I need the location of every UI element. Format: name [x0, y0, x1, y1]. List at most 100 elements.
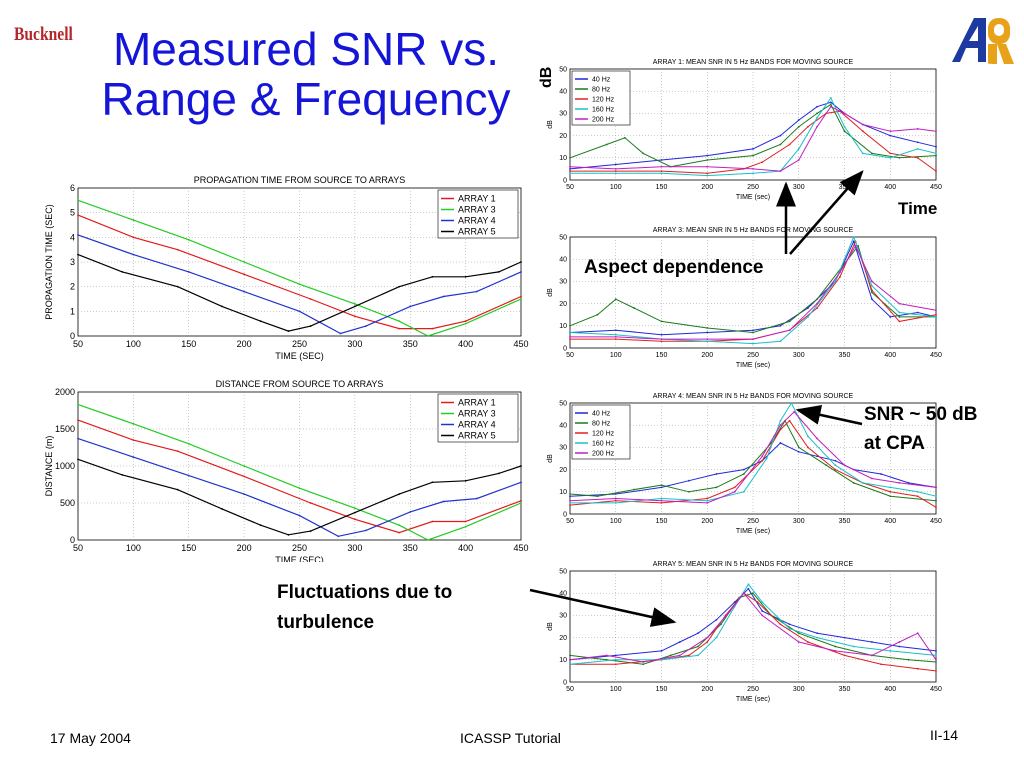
data-point-80-hz [843, 130, 846, 133]
data-point-80-hz [852, 482, 855, 484]
data-point-160-hz [788, 627, 791, 630]
data-point-array-5 [520, 465, 522, 467]
data-point-120-hz [861, 130, 864, 133]
x-tick-label: 300 [793, 518, 805, 525]
x-tick-label: 200 [701, 518, 713, 525]
data-point-array-1 [309, 502, 312, 504]
data-point-160-hz [779, 340, 782, 343]
data-point-array-1 [176, 248, 179, 251]
data-point-80-hz [935, 661, 937, 663]
data-point-40-hz [916, 311, 919, 314]
data-point-200-hz [871, 654, 873, 657]
data-point-array-3 [427, 539, 429, 541]
series-line-80-hz [569, 419, 937, 502]
x-tick-label: 100 [610, 352, 622, 359]
legend-box [571, 70, 631, 126]
x-tick-label: 400 [884, 686, 896, 693]
data-point-array-4 [442, 500, 445, 503]
x-axis-label: TIME (sec) [736, 528, 770, 535]
data-point-array-3 [187, 238, 190, 241]
data-point-array-5 [353, 305, 356, 308]
data-point-160-hz [614, 502, 617, 504]
data-point-array-3 [132, 219, 135, 221]
y-tick-label: 2000 [55, 387, 75, 397]
data-point-40-hz [834, 459, 837, 462]
y-tick-label: 30 [559, 279, 567, 286]
data-point-160-hz [569, 663, 571, 666]
data-point-200-hz [706, 338, 709, 341]
data-point-80-hz [720, 623, 722, 626]
data-point-160-hz [569, 331, 571, 334]
data-point-40-hz [779, 442, 782, 444]
x-tick-label: 100 [126, 339, 141, 349]
data-point-160-hz [834, 464, 837, 467]
data-point-80-hz [898, 316, 901, 318]
data-point-160-hz [742, 490, 745, 493]
data-point-120-hz [807, 641, 809, 643]
data-point-80-hz [752, 592, 754, 595]
y-tick-label: 30 [559, 445, 567, 452]
y-tick-label: 10 [559, 155, 567, 162]
x-tick-label: 450 [930, 352, 942, 359]
data-point-160-hz [935, 152, 937, 155]
legend-label: ARRAY 1 [458, 194, 496, 204]
data-point-200-hz [829, 105, 832, 108]
data-point-120-hz [916, 667, 919, 670]
data-point-array-1 [464, 320, 467, 323]
x-tick-label: 350 [403, 543, 418, 553]
data-point-array-4 [475, 497, 478, 500]
data-point-40-hz [752, 148, 754, 150]
data-point-40-hz [697, 632, 699, 635]
data-point-array-1 [243, 273, 246, 276]
x-tick-label: 400 [884, 184, 896, 191]
series-line-array-1 [77, 214, 522, 330]
data-point-array-1 [431, 327, 434, 330]
data-point-array-3 [298, 283, 301, 286]
legend-label: 120 Hz [592, 430, 615, 437]
data-point-80-hz [669, 654, 672, 657]
x-tick-label: 400 [884, 518, 896, 525]
data-point-80-hz [935, 499, 937, 502]
x-tick-label: 350 [403, 339, 418, 349]
data-point-160-hz [889, 650, 892, 652]
data-point-array-5 [431, 481, 434, 484]
data-point-80-hz [889, 495, 892, 498]
data-point-40-hz [715, 473, 718, 475]
data-point-array-5 [77, 458, 79, 461]
data-point-120-hz [935, 170, 937, 173]
x-tick-label: 350 [839, 518, 851, 525]
x-axis-label: TIME (sec) [736, 696, 770, 703]
series-line-200-hz [569, 592, 937, 663]
data-point-200-hz [614, 497, 617, 500]
data-point-array-4 [298, 310, 301, 313]
footer-page-number: II-14 [930, 727, 959, 743]
distance-chart: DISTANCE FROM SOURCE TO ARRAYS 50 100 150 20… [44, 379, 529, 562]
data-point-80-hz [779, 143, 782, 146]
x-tick-label: 450 [513, 339, 528, 349]
data-point-40-hz [660, 159, 663, 161]
data-point-array-5 [287, 533, 290, 536]
data-point-40-hz [706, 154, 709, 157]
data-point-array-4 [132, 253, 135, 256]
data-point-array-1 [398, 327, 401, 330]
data-point-40-hz [852, 240, 855, 243]
x-tick-label: 300 [347, 339, 362, 349]
data-point-array-5 [121, 270, 124, 273]
data-point-80-hz [788, 320, 791, 323]
series-line-120-hz [570, 240, 937, 342]
data-point-120-hz [916, 156, 919, 159]
data-point-160-hz [935, 654, 937, 657]
data-point-120-hz [614, 170, 617, 173]
data-point-120-hz [880, 663, 882, 666]
data-point-160-hz [889, 156, 892, 159]
data-point-array-3 [398, 524, 401, 527]
data-point-80-hz [633, 488, 635, 491]
data-point-40-hz [733, 601, 736, 603]
data-point-200-hz [797, 159, 800, 161]
data-point-array-4 [187, 474, 190, 477]
y-axis-label: DISTANCE (m) [44, 436, 54, 497]
data-point-40-hz [889, 316, 892, 318]
x-tick-label: 450 [930, 686, 942, 693]
data-point-80-hz [569, 493, 571, 495]
x-tick-label: 150 [656, 518, 668, 525]
